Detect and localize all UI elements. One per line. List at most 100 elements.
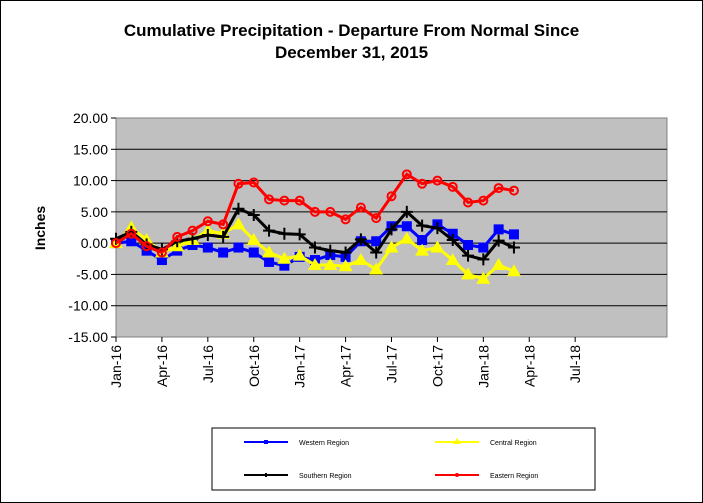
data-point	[492, 234, 505, 247]
data-point	[369, 262, 384, 275]
data-point	[462, 249, 475, 262]
data-point	[476, 271, 491, 284]
data-point	[385, 223, 398, 236]
data-point	[111, 238, 121, 249]
data-point	[478, 242, 489, 253]
data-point	[417, 235, 428, 246]
data-point	[246, 233, 261, 246]
data-point	[386, 191, 397, 202]
data-point	[399, 231, 414, 244]
data-point	[339, 246, 352, 259]
data-point	[430, 240, 445, 253]
data-point	[493, 224, 504, 235]
legend-item: Southern Region	[244, 473, 352, 480]
data-point	[264, 256, 275, 267]
series-eastern-region	[111, 169, 519, 258]
data-point	[126, 228, 137, 239]
data-point	[126, 236, 137, 247]
legend-item: Central Region	[435, 438, 537, 447]
data-point	[141, 241, 152, 252]
y-tick-label: -15.00	[68, 329, 108, 345]
legend-label: Eastern Region	[490, 473, 538, 480]
data-point	[353, 253, 368, 266]
legend-label: Central Region	[490, 440, 537, 447]
data-point	[417, 178, 428, 189]
data-point	[478, 195, 489, 206]
data-point	[355, 202, 366, 213]
data-point	[262, 245, 277, 258]
data-point	[371, 236, 382, 247]
data-point	[415, 243, 430, 256]
data-point	[201, 229, 214, 242]
data-point	[279, 195, 290, 206]
data-point	[187, 225, 198, 236]
data-point	[264, 440, 268, 444]
data-point	[447, 228, 458, 239]
data-point	[370, 246, 383, 259]
data-point	[233, 178, 244, 189]
legend: Western Region Central Region Southern Reg…	[211, 427, 596, 491]
x-tick-label: Apr-16	[154, 345, 170, 387]
x-axis-ticks: Jan-16 Apr-16 Jul-16 Oct-16 Jan-17 Apr-17 Jul-…	[108, 337, 583, 388]
data-point	[463, 240, 474, 251]
data-point	[453, 438, 461, 444]
data-point	[507, 241, 520, 254]
data-point	[248, 247, 259, 258]
data-point	[233, 242, 244, 253]
legend-item: Eastern Region	[435, 473, 538, 480]
data-point	[248, 177, 259, 188]
chart-title-line2: December 31, 2015	[274, 43, 429, 62]
x-tick-label: Jul-16	[200, 345, 216, 383]
data-point	[187, 240, 198, 251]
data-point	[156, 247, 167, 258]
data-point	[446, 234, 459, 247]
data-point	[508, 229, 519, 240]
x-tick-label: Jul-17	[384, 345, 400, 383]
data-point	[277, 251, 292, 264]
x-tick-label: Oct-17	[429, 345, 445, 387]
data-point	[338, 259, 353, 272]
x-tick-label: Apr-17	[338, 345, 354, 387]
data-point	[278, 227, 291, 240]
data-point	[263, 224, 276, 237]
data-point	[461, 267, 476, 280]
data-point	[323, 258, 338, 271]
legend-item: Western Region	[244, 440, 349, 447]
data-point	[401, 221, 412, 232]
chart-title-line1: Cumulative Precipitation - Departure Fro…	[123, 21, 580, 40]
data-point	[232, 202, 245, 215]
data-point	[463, 197, 474, 208]
x-tick-label: Oct-16	[246, 345, 262, 387]
data-point	[202, 242, 213, 253]
y-tick-label: 20.00	[73, 110, 108, 126]
data-point	[506, 264, 521, 277]
data-point	[202, 216, 213, 227]
data-point	[294, 195, 305, 206]
data-point	[491, 258, 506, 271]
data-point	[431, 222, 444, 235]
x-tick-label: Apr-18	[521, 345, 537, 387]
y-tick-label: 0.00	[81, 235, 108, 251]
data-point	[324, 244, 337, 257]
x-tick-label: Jan-16	[108, 345, 124, 388]
legend-box	[211, 427, 596, 491]
y-tick-label: -5.00	[76, 266, 108, 282]
data-point	[400, 205, 413, 218]
series-group	[109, 169, 521, 284]
legend-label: Western Region	[299, 440, 349, 447]
legend-label: Southern Region	[299, 473, 352, 480]
data-point	[218, 219, 229, 230]
data-point	[455, 473, 459, 477]
data-point	[172, 231, 183, 242]
data-point	[340, 214, 351, 225]
data-point	[384, 240, 399, 253]
data-point	[309, 206, 320, 217]
data-point	[292, 248, 307, 261]
data-point	[447, 181, 458, 192]
x-tick-label: Jan-18	[475, 345, 491, 388]
data-point	[293, 228, 306, 241]
x-tick-label: Jul-18	[567, 345, 583, 383]
data-point	[325, 206, 336, 217]
y-tick-label: -10.00	[68, 298, 108, 314]
